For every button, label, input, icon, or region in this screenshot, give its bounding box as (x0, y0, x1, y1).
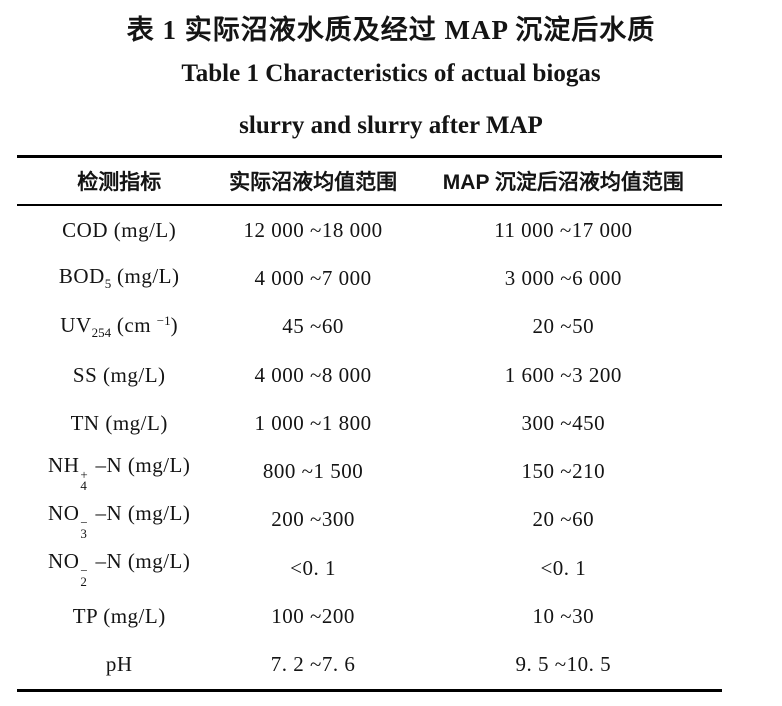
table-title-english-line1: Table 1 Characteristics of actual biogas (181, 60, 601, 87)
water-quality-table: 检测指标 实际沼液均值范围 MAP 沉淀后沼液均值范围 COD (mg/L) 12… (17, 155, 722, 692)
actual-value-cell: 12 000 ~18 000 (243, 217, 383, 242)
after-map-value-cell: 11 000 ~17 000 (494, 217, 633, 242)
indicator-cell: BOD5 (mg/L) (58, 264, 180, 292)
table-row: COD (mg/L) 12 000 ~18 000 11 000 ~17 000 (17, 206, 722, 254)
ion-charge-stack: −3 (80, 514, 88, 541)
table-row: NO −3 –N (mg/L) 200 ~300 20 ~60 (17, 496, 722, 544)
indicator-cell: NH +4 –N (mg/L) (48, 452, 191, 493)
table-row: TN (mg/L) 1 000 ~1 800 300 ~450 (17, 399, 722, 447)
after-map-value-cell: 1 600 ~3 200 (504, 362, 622, 387)
actual-value-cell: 45 ~60 (282, 314, 344, 339)
actual-value-cell: <0. 1 (290, 555, 336, 580)
actual-value-cell: 7. 2 ~7. 6 (270, 652, 356, 677)
table-body: COD (mg/L) 12 000 ~18 000 11 000 ~17 000 BO… (17, 206, 722, 689)
table-row: NO −2 –N (mg/L) <0. 1 <0. 1 (17, 544, 722, 592)
table-row: UV254 (cm −1) 45 ~60 20 ~50 (17, 303, 722, 351)
header-actual-slurry-range: 实际沼液均值范围 (229, 171, 398, 194)
actual-value-cell: 200 ~300 (271, 507, 355, 532)
table-title-english-line2: slurry and slurry after MAP (239, 112, 543, 139)
actual-value-cell: 1 000 ~1 800 (254, 410, 372, 435)
table-row: BOD5 (mg/L) 4 000 ~7 000 3 000 ~6 000 (17, 254, 722, 302)
after-map-value-cell: 3 000 ~6 000 (504, 265, 622, 290)
actual-value-cell: 4 000 ~7 000 (254, 265, 372, 290)
indicator-cell: COD (mg/L) (62, 217, 177, 242)
header-indicator: 检测指标 (77, 171, 162, 194)
after-map-value-cell: 20 ~50 (532, 314, 595, 339)
after-map-value-cell: 9. 5 ~10. 5 (515, 652, 612, 677)
actual-value-cell: 100 ~200 (271, 604, 355, 629)
table-row: NH +4 –N (mg/L) 800 ~1 500 150 ~210 (17, 447, 722, 495)
indicator-cell: UV254 (cm −1) (60, 312, 179, 340)
table-row: TP (mg/L) 100 ~200 10 ~30 (17, 592, 722, 640)
ion-charge-stack: +4 (80, 466, 88, 493)
table-row: pH 7. 2 ~7. 6 9. 5 ~10. 5 (17, 641, 722, 689)
after-map-value-cell: 300 ~450 (521, 410, 606, 435)
table-row: SS (mg/L) 4 000 ~8 000 1 600 ~3 200 (17, 351, 722, 399)
after-map-value-cell: 150 ~210 (521, 459, 606, 484)
after-map-value-cell: 20 ~60 (532, 507, 595, 532)
indicator-cell: TP (mg/L) (72, 604, 166, 629)
indicator-cell: NO −3 –N (mg/L) (48, 500, 191, 541)
indicator-cell: SS (mg/L) (72, 362, 166, 387)
after-map-value-cell: <0. 1 (540, 555, 587, 580)
indicator-cell: NO −2 –N (mg/L) (48, 549, 191, 590)
actual-value-cell: 4 000 ~8 000 (254, 362, 372, 387)
table-header-row: 检测指标 实际沼液均值范围 MAP 沉淀后沼液均值范围 (17, 158, 722, 206)
indicator-cell: TN (mg/L) (70, 410, 168, 435)
ion-charge-stack: −2 (80, 563, 88, 590)
after-map-value-cell: 10 ~30 (532, 604, 595, 629)
indicator-cell: pH (105, 652, 133, 677)
actual-value-cell: 800 ~1 500 (262, 459, 364, 484)
table-title-chinese: 表 1 实际沼液水质及经过 MAP 沉淀后水质 (126, 15, 656, 45)
header-after-map-range: MAP 沉淀后沼液均值范围 (442, 171, 684, 194)
